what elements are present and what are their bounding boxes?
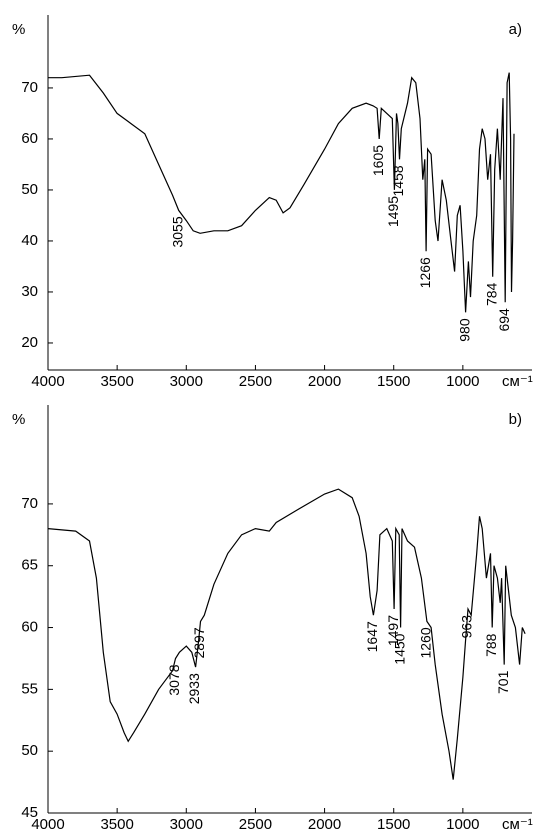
x-tick-label: 4000 <box>31 816 64 832</box>
peak-label: 2897 <box>191 627 207 658</box>
peak-label: 1605 <box>370 145 386 176</box>
peak-label: 1260 <box>418 627 434 658</box>
y-tick-label: 40 <box>21 232 38 249</box>
x-tick-label: 3000 <box>170 816 203 832</box>
peak-label: 788 <box>483 633 499 657</box>
panel-label: a) <box>509 21 522 38</box>
x-tick-label: 2000 <box>308 373 341 390</box>
x-axis-label: см⁻¹ <box>502 373 533 390</box>
y-tick-label: 60 <box>21 130 38 147</box>
peak-label: 980 <box>456 318 472 342</box>
y-tick-label: 50 <box>21 181 38 198</box>
spectrum-line <box>48 72 515 313</box>
peak-label: 1450 <box>391 633 407 664</box>
x-tick-label: 1500 <box>377 816 410 832</box>
y-tick-label: 50 <box>21 742 38 759</box>
y-tick-label: 20 <box>21 334 38 351</box>
peak-label: 1495 <box>385 196 401 227</box>
x-tick-label: 1000 <box>446 373 479 390</box>
x-tick-label: 4000 <box>31 373 64 390</box>
x-tick-label: 2500 <box>239 373 272 390</box>
y-tick-label: 45 <box>21 804 38 821</box>
peak-label: 963 <box>459 615 475 639</box>
y-tick-label: 30 <box>21 283 38 300</box>
y-tick-label: 65 <box>21 557 38 574</box>
peak-label: 1497 <box>385 615 401 646</box>
peak-label: 3055 <box>169 216 185 247</box>
peak-label: 3078 <box>166 664 182 695</box>
y-tick-label: 70 <box>21 79 38 96</box>
peak-label: 701 <box>495 670 511 694</box>
x-tick-label: 3000 <box>170 373 203 390</box>
x-axis-label: см⁻¹ <box>502 816 533 832</box>
y-axis-label: % <box>12 411 25 428</box>
x-tick-label: 3500 <box>100 816 133 832</box>
peak-label: 1266 <box>417 257 433 288</box>
x-tick-label: 3500 <box>100 373 133 390</box>
y-axis-label: % <box>12 21 25 38</box>
peak-label: 2933 <box>186 673 202 704</box>
y-tick-label: 70 <box>21 495 38 512</box>
x-tick-label: 1500 <box>377 373 410 390</box>
peak-label: 694 <box>496 308 512 332</box>
x-tick-label: 2000 <box>308 816 341 832</box>
x-tick-label: 1000 <box>446 816 479 832</box>
peak-label: 1458 <box>390 165 406 196</box>
peak-label: 1647 <box>364 621 380 652</box>
panel-label: b) <box>509 411 522 428</box>
peak-label: 784 <box>483 282 499 306</box>
y-tick-label: 60 <box>21 619 38 636</box>
spectrum-line <box>47 488 526 780</box>
x-tick-label: 2500 <box>239 816 272 832</box>
y-tick-label: 55 <box>21 680 38 697</box>
